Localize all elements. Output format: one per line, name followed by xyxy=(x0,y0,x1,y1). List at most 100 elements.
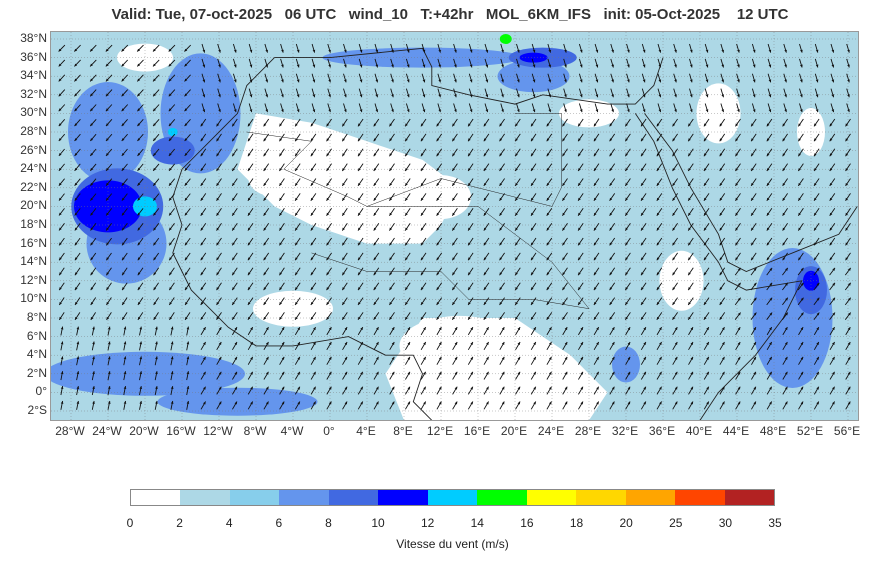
wind-arrow xyxy=(405,73,410,83)
wind-arrow xyxy=(577,178,584,187)
wind-arrow xyxy=(531,103,536,113)
wind-arrow xyxy=(610,73,614,83)
wind-arrow xyxy=(184,237,191,246)
wind-arrow xyxy=(341,297,348,306)
wind-arrow xyxy=(689,73,693,83)
wind-arrow xyxy=(357,297,364,306)
wind-arrow xyxy=(247,371,254,380)
wind-arrow xyxy=(484,88,489,98)
wind-arrow xyxy=(342,341,348,351)
wind-arrow xyxy=(326,282,332,291)
wind-arrow xyxy=(751,386,757,395)
wind-arrow xyxy=(405,401,411,410)
wind-arrow xyxy=(609,133,616,142)
wind-arrow xyxy=(373,356,379,365)
wind-arrow xyxy=(736,58,740,68)
wind-arrow xyxy=(735,222,741,231)
wind-arrow xyxy=(341,237,348,246)
wind-arrow xyxy=(420,178,427,187)
wind-arrow xyxy=(798,386,804,395)
wind-max xyxy=(519,52,548,63)
wind-arrow xyxy=(452,341,458,351)
wind-arrow xyxy=(389,312,395,321)
wind-arrow xyxy=(609,267,616,276)
colorbar-tick-label: 35 xyxy=(768,516,782,530)
wind-arrow xyxy=(813,208,820,216)
wind-arrow xyxy=(813,267,820,276)
wind-arrow xyxy=(656,237,663,246)
wind-arrow xyxy=(672,282,678,291)
wind-arrow xyxy=(640,282,647,291)
wind-arrow xyxy=(60,371,64,381)
wind-arrow xyxy=(231,222,238,231)
wind-arrow xyxy=(60,356,64,366)
wind-arrow xyxy=(121,163,128,172)
wind-arrow xyxy=(357,237,364,246)
wind-arrow xyxy=(672,163,678,172)
wind-arrow xyxy=(310,252,317,261)
wind-arrow xyxy=(799,43,803,53)
wind-arrow xyxy=(153,237,160,246)
wind-arrow xyxy=(593,282,600,291)
wind-arrow xyxy=(562,312,568,321)
wind-arrow xyxy=(90,237,97,246)
wind-arrow xyxy=(624,133,631,142)
latitude-label: 10°N xyxy=(20,291,47,306)
wind-arrow xyxy=(89,104,97,112)
wind-arrow xyxy=(546,282,553,291)
wind-arrow xyxy=(343,58,347,68)
wind-arrow xyxy=(577,267,584,276)
wind-arrow xyxy=(625,371,631,380)
wind-arrow xyxy=(105,163,113,172)
wind-arrow xyxy=(640,222,647,231)
wind-arrow xyxy=(689,88,693,98)
wind-arrow xyxy=(530,222,537,231)
wind-arrow xyxy=(609,118,616,127)
wind-arrow xyxy=(797,133,804,142)
colorbar-segment xyxy=(427,490,478,505)
wind-arrow xyxy=(499,326,505,336)
wind-arrow xyxy=(844,267,852,276)
wind-arrow xyxy=(294,341,301,351)
wind-arrow xyxy=(184,312,191,321)
wind-arrow xyxy=(453,73,457,83)
wind-arrow xyxy=(844,282,852,291)
colorbar-tick-label: 8 xyxy=(325,516,332,530)
wind-arrow xyxy=(562,297,568,306)
wind-arrow xyxy=(782,326,788,336)
wind-arrow xyxy=(184,119,191,127)
wind-arrow xyxy=(719,193,726,202)
wind-arrow xyxy=(609,356,615,365)
wind-arrow xyxy=(389,386,395,395)
wind-arrow xyxy=(186,341,190,351)
wind-arrow xyxy=(594,58,599,68)
wind-arrow xyxy=(200,118,207,127)
wind-map[interactable] xyxy=(50,31,859,421)
wind-arrow xyxy=(279,386,285,395)
wind-arrow xyxy=(216,356,222,365)
wind-arrow xyxy=(736,103,740,113)
wind-arrow xyxy=(451,163,458,172)
wind-arrow xyxy=(153,223,160,231)
wind-arrow xyxy=(107,386,111,396)
wind-arrow xyxy=(798,371,804,380)
wind-arrow xyxy=(593,356,600,365)
wind-arrow xyxy=(782,178,788,187)
wind-arrow xyxy=(91,341,95,351)
wind-arrow xyxy=(687,193,694,202)
wind-arrow xyxy=(593,386,600,395)
wind-arrow xyxy=(310,163,317,172)
wind-arrow xyxy=(389,222,395,231)
wind-arrow xyxy=(829,282,836,291)
wind-arrow xyxy=(294,267,301,276)
wind-arrow xyxy=(326,312,332,321)
wind-arrow xyxy=(295,88,300,98)
wind-arrow xyxy=(547,58,552,68)
wind-arrow xyxy=(546,237,553,246)
wind-arrow xyxy=(279,297,285,306)
wind-arrow xyxy=(326,118,332,127)
wind-arrow xyxy=(530,312,537,321)
wind-arrow xyxy=(168,297,175,306)
wind-arrow xyxy=(420,282,427,291)
wind-arrow xyxy=(263,148,270,157)
